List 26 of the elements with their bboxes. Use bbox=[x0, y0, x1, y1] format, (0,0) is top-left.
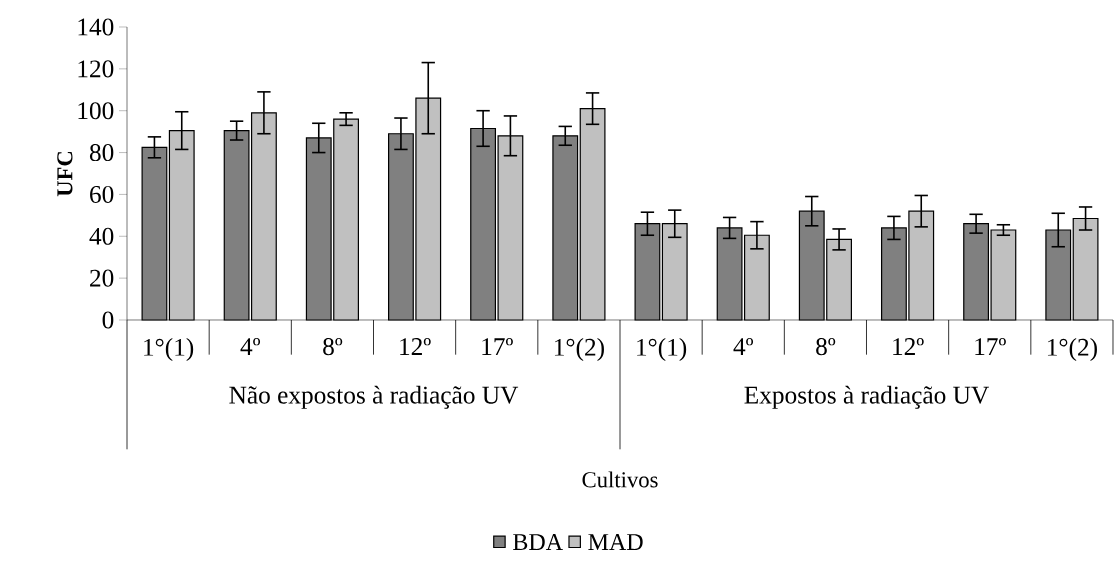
x-tick-label: 8º bbox=[816, 338, 836, 356]
x-tick-label: 12º bbox=[893, 338, 924, 355]
y-tick-label: 100 bbox=[78, 102, 114, 120]
text: Expostos à radiação UV bbox=[744, 385, 989, 409]
y-tick-label: 140 bbox=[78, 18, 114, 36]
y-tick-label: 20 bbox=[90, 269, 114, 287]
y-axis-title: UFC bbox=[57, 151, 73, 197]
x-axis-title: Cultivos bbox=[582, 471, 658, 488]
y-tick-label: 80 bbox=[89, 144, 114, 162]
x-tick-label: 1°(1) bbox=[144, 338, 194, 362]
x-tick-label: 4º bbox=[733, 338, 754, 355]
x-tick-label: 17º bbox=[975, 338, 1006, 355]
x-tick-label: 17º bbox=[482, 338, 513, 355]
y-tick-label: 60 bbox=[90, 185, 114, 203]
x-tick-label: 1°(2) bbox=[1047, 338, 1097, 362]
x-tick-label: 8º bbox=[323, 338, 343, 356]
x-tick-label: 12º bbox=[400, 338, 431, 355]
y-tick-label: 120 bbox=[78, 60, 114, 78]
x-tick-label: 4º bbox=[240, 338, 261, 355]
legend-label: BDA bbox=[513, 534, 563, 550]
text: Não expostos à radiação UV bbox=[229, 385, 519, 409]
x-tick-label: 1°(1) bbox=[637, 338, 687, 362]
legend-label: MAD bbox=[588, 534, 643, 550]
x-tick-label: 1°(2) bbox=[554, 338, 604, 362]
y-tick-label: 40 bbox=[89, 227, 114, 245]
y-tick-label: 0 bbox=[102, 311, 114, 329]
